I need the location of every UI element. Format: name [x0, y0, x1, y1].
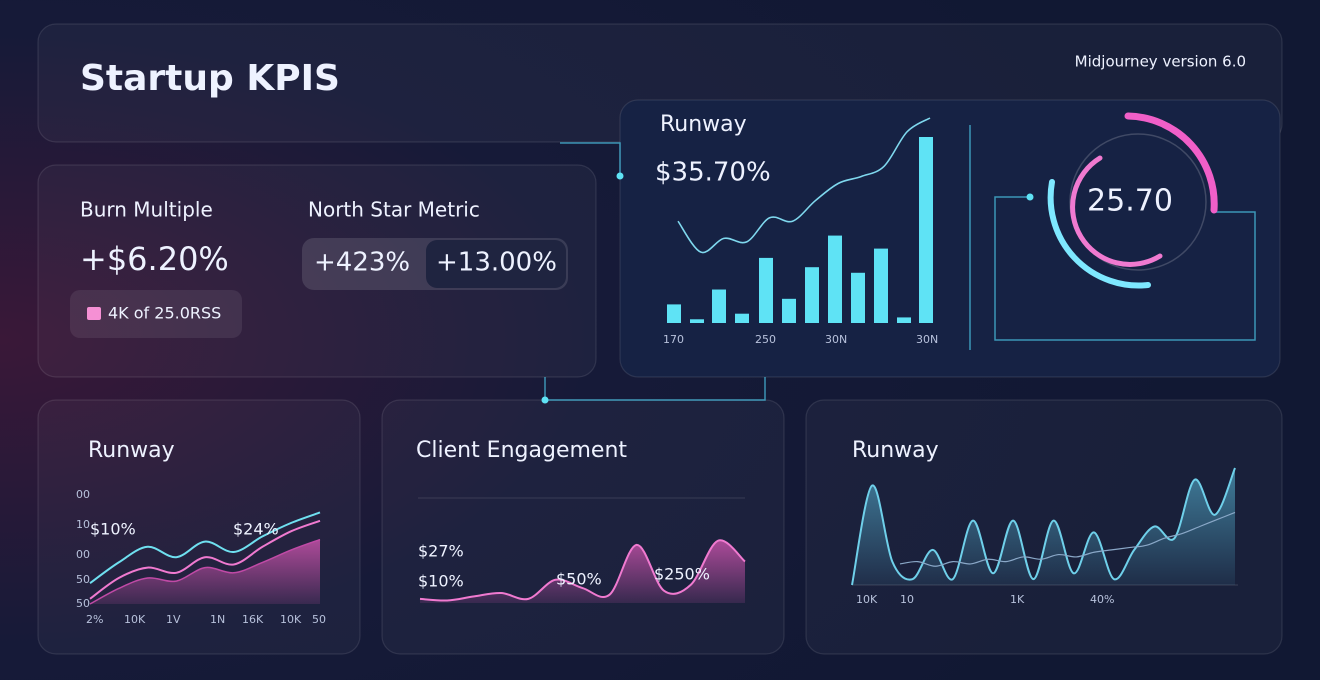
axis-label: 1K: [1010, 593, 1025, 606]
pill-text: +13.00%: [436, 248, 557, 278]
axis-label: 170: [663, 333, 684, 346]
axis-label: 00: [76, 488, 90, 501]
card-value: $35.70%: [655, 158, 771, 188]
gauge-arc: [1124, 112, 1218, 214]
axis-label: 16K: [242, 613, 264, 626]
area: [90, 539, 320, 604]
gauge-ring: [1069, 133, 1207, 271]
page-title: Startup KPIS: [80, 58, 340, 99]
badge-text: 4K of 25.0RSS: [108, 304, 221, 323]
bar: [919, 137, 933, 323]
data-label: $50%: [556, 570, 602, 589]
kpi-card: [37, 164, 597, 378]
card-title: Runway: [660, 112, 747, 137]
card-title: Runway: [852, 438, 939, 463]
bar: [690, 319, 704, 323]
gauge-value: 25.70: [1087, 184, 1173, 219]
data-label: $10%: [90, 520, 136, 539]
axis-label: 1N: [210, 613, 225, 626]
line: [419, 539, 746, 602]
bar: [805, 267, 819, 323]
axis-label: 2%: [86, 613, 103, 626]
area: [852, 468, 1235, 585]
bar: [667, 304, 681, 323]
line: [89, 511, 321, 585]
badge: [70, 290, 242, 338]
connector-dot: [541, 396, 549, 404]
gauge-arc: [1070, 155, 1163, 267]
line: [89, 538, 321, 605]
axis-label: 10K: [280, 613, 302, 626]
runway-left-card: [37, 399, 361, 655]
data-label: $24%: [233, 520, 279, 539]
connector-dot: [1026, 193, 1034, 201]
kpi-value: +$6.20%: [80, 240, 229, 278]
watermark: Midjourney version 6.0: [1075, 53, 1246, 71]
axis-label: 00: [76, 548, 90, 561]
pill-text: +423%: [314, 248, 410, 278]
bar: [782, 298, 796, 323]
bar: [897, 317, 911, 323]
axis-label: 50: [76, 597, 90, 610]
axis-label: 50: [312, 613, 326, 626]
axis-label: 10K: [856, 593, 878, 606]
axis-label: 250: [755, 333, 776, 346]
axis-label: 50: [76, 573, 90, 586]
bar: [759, 257, 773, 323]
axis-label: 1V: [166, 613, 181, 626]
data-label: $27%: [418, 542, 464, 561]
runway-right-card: [805, 399, 1283, 655]
bar: [874, 248, 888, 323]
line: [851, 467, 1236, 586]
line: [899, 511, 1236, 567]
axis-label: 10K: [124, 613, 146, 626]
card-title: Client Engagement: [416, 438, 627, 463]
bar: [851, 272, 865, 323]
kpi-title: Burn Multiple: [80, 198, 213, 222]
connector-dot: [616, 172, 624, 180]
bar: [828, 235, 842, 323]
bar: [712, 289, 726, 323]
card-title: Runway: [88, 438, 175, 463]
data-label: $10%: [418, 572, 464, 591]
pill: [426, 240, 566, 288]
axis-label: 10: [76, 518, 90, 531]
axis-label: 10: [900, 593, 914, 606]
gauge-arc: [1047, 179, 1151, 289]
data-label: $250%: [654, 565, 710, 584]
line: [89, 519, 321, 600]
badge-icon: [87, 307, 101, 320]
runway-card: [619, 99, 1281, 378]
axis-label: 30N: [916, 333, 938, 346]
kpi-title: North Star Metric: [308, 198, 480, 222]
bar: [735, 313, 749, 323]
axis-label: 30N: [825, 333, 847, 346]
line: [677, 117, 931, 254]
axis-label: 40%: [1090, 593, 1114, 606]
connector: [544, 125, 1256, 401]
